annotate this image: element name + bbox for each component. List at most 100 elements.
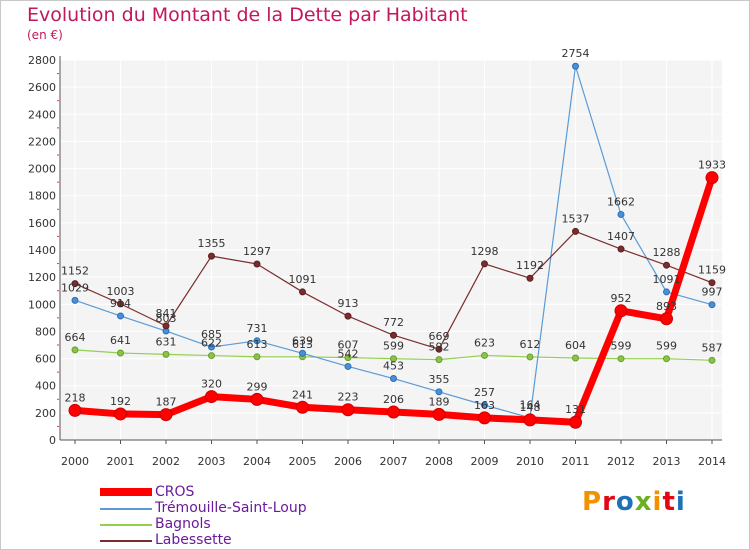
logo-letter: r <box>602 487 616 517</box>
y-tick-label: 2200 <box>28 135 56 148</box>
data-point-2 <box>253 353 261 361</box>
data-point-2 <box>71 346 79 354</box>
data-label-3: 669 <box>429 330 450 343</box>
data-label-3: 1159 <box>698 264 726 277</box>
data-point-1 <box>708 301 716 309</box>
legend-swatch-labessette <box>100 540 152 542</box>
x-tick-label: 2011 <box>562 455 590 468</box>
legend-swatch-bagnols <box>100 524 152 526</box>
x-tick-label: 2005 <box>289 455 317 468</box>
data-point-3 <box>208 252 215 260</box>
data-point-0 <box>205 390 218 404</box>
data-point-2 <box>390 355 397 363</box>
data-label-0: 241 <box>292 388 313 401</box>
x-tick-label: 2010 <box>516 455 544 468</box>
data-label-2: 599 <box>656 340 677 353</box>
x-tick-label: 2002 <box>152 455 180 468</box>
data-point-0 <box>387 405 400 419</box>
data-label-2: 641 <box>110 334 131 347</box>
y-tick-label: 800 <box>35 325 56 338</box>
data-point-0 <box>296 400 309 414</box>
y-tick-label: 1200 <box>28 271 56 284</box>
data-label-2: 599 <box>383 340 404 353</box>
data-label-2: 664 <box>65 331 86 344</box>
data-label-3: 1298 <box>471 245 499 258</box>
data-label-1: 1091 <box>653 273 681 286</box>
data-point-1 <box>71 296 79 304</box>
data-label-0: 893 <box>656 300 677 313</box>
x-tick-label: 2000 <box>61 455 89 468</box>
data-point-1 <box>299 349 306 357</box>
data-point-3 <box>435 345 443 353</box>
data-point-3 <box>253 260 261 268</box>
data-point-2 <box>572 354 579 362</box>
y-tick-label: 2800 <box>28 54 56 67</box>
data-point-0 <box>614 304 628 318</box>
data-point-0 <box>523 413 537 427</box>
data-label-3: 1091 <box>289 273 317 286</box>
data-point-2 <box>663 355 670 363</box>
data-point-3 <box>299 288 306 296</box>
logo-letter: i <box>675 487 686 517</box>
data-point-0 <box>159 408 173 422</box>
data-point-1 <box>344 362 352 370</box>
proxiti-logo: Proxiti <box>582 487 686 517</box>
data-point-2 <box>162 350 170 358</box>
logo-letter: t <box>662 487 676 517</box>
data-point-1 <box>481 401 488 409</box>
data-point-2 <box>208 352 215 360</box>
y-tick-label: 2400 <box>28 108 56 121</box>
data-label-1: 542 <box>338 347 359 360</box>
data-point-2 <box>435 356 443 364</box>
x-tick-label: 2003 <box>198 455 226 468</box>
data-label-3: 913 <box>338 297 359 310</box>
data-label-2: 607 <box>338 339 359 352</box>
data-point-1 <box>663 288 670 296</box>
logo-letter: P <box>582 487 603 517</box>
chart-title: Evolution du Montant de la Dette par Hab… <box>27 4 468 26</box>
data-point-1 <box>253 337 261 345</box>
data-point-3 <box>526 274 534 282</box>
data-label-2: 604 <box>565 339 586 352</box>
data-point-1 <box>572 62 579 70</box>
data-point-0 <box>68 403 82 417</box>
data-point-3 <box>117 300 124 308</box>
data-label-1: 803 <box>156 312 177 325</box>
data-point-2 <box>344 354 352 362</box>
data-label-2: 613 <box>292 338 313 351</box>
y-tick-label: 1600 <box>28 217 56 230</box>
data-label-2: 623 <box>474 336 495 349</box>
data-label-2: 587 <box>702 341 723 354</box>
data-label-1: 731 <box>247 322 268 335</box>
data-label-0: 1933 <box>698 159 726 172</box>
data-point-0 <box>478 411 491 425</box>
x-tick-label: 2008 <box>425 455 453 468</box>
data-label-1: 355 <box>429 373 450 386</box>
data-label-3: 1407 <box>607 230 635 243</box>
data-point-2 <box>526 353 534 361</box>
data-label-3: 1355 <box>198 237 226 250</box>
data-label-0: 187 <box>156 396 177 409</box>
legend-label-tremouille: Trémouille-Saint-Loup <box>155 500 307 516</box>
y-tick-label: 2600 <box>28 81 56 94</box>
data-point-0 <box>660 312 673 326</box>
data-label-3: 1152 <box>61 265 89 278</box>
data-label-0: 320 <box>201 378 222 391</box>
data-label-0: 192 <box>110 395 131 408</box>
data-point-3 <box>572 227 579 235</box>
data-label-3: 1297 <box>243 245 271 258</box>
logo-letter: o <box>615 487 635 517</box>
logo-letter: x <box>634 487 653 517</box>
data-point-3 <box>617 245 625 253</box>
data-label-1: 257 <box>474 386 495 399</box>
data-label-3: 841 <box>156 307 177 320</box>
unit-label: (en €) <box>27 28 63 42</box>
x-tick-label: 2006 <box>334 455 362 468</box>
data-point-0 <box>341 403 355 417</box>
data-point-3 <box>71 280 79 288</box>
data-label-2: 592 <box>429 341 450 354</box>
data-label-2: 622 <box>201 337 222 350</box>
data-point-2 <box>708 356 716 364</box>
data-point-0 <box>432 407 446 421</box>
